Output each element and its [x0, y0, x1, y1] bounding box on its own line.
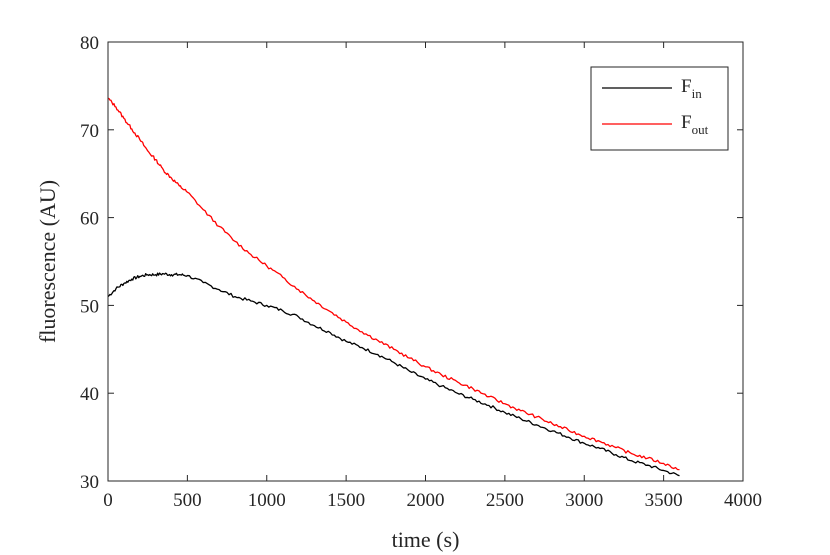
legend-label-f-in-subscript: in	[692, 86, 703, 101]
x-axis-ticks: 0 500 1000 1500 2000 2500 3000 3500 4000	[103, 42, 762, 511]
x-tick-label: 1000	[248, 490, 286, 511]
series-layer	[107, 97, 680, 477]
x-axis-label: time (s)	[392, 527, 460, 552]
x-tick-label: 2500	[486, 490, 524, 511]
y-tick-label: 70	[80, 121, 99, 142]
y-tick-label: 30	[80, 472, 99, 493]
x-tick-label: 2000	[407, 490, 445, 511]
legend-box	[590, 66, 729, 151]
x-tick-label: 1500	[327, 490, 365, 511]
legend-label-f-out-main: F	[681, 112, 692, 133]
x-tick-label: 500	[173, 490, 202, 511]
plot-area-frame	[107, 41, 744, 482]
y-tick-label: 60	[80, 209, 99, 230]
y-axis-ticks: 30 40 50 60 70 80	[80, 33, 743, 493]
legend-label-f-in-main: F	[681, 76, 692, 97]
x-tick-label: 4000	[724, 490, 762, 511]
x-tick-label: 3500	[645, 490, 683, 511]
x-tick-label: 0	[103, 490, 113, 511]
series-line-f-in	[107, 272, 680, 477]
legend-label-f-out-subscript: out	[692, 122, 709, 137]
legend-label-f-out: Fout	[681, 112, 709, 137]
legend-label-f-in: Fin	[681, 76, 702, 101]
y-axis-label: fluorescence (AU)	[35, 180, 60, 343]
y-tick-label: 50	[80, 296, 99, 317]
series-line-f-out	[107, 97, 680, 471]
legend: Fin Fout	[590, 66, 729, 151]
x-tick-label: 3000	[565, 490, 603, 511]
y-tick-label: 40	[80, 384, 99, 405]
y-tick-label: 80	[80, 33, 99, 54]
